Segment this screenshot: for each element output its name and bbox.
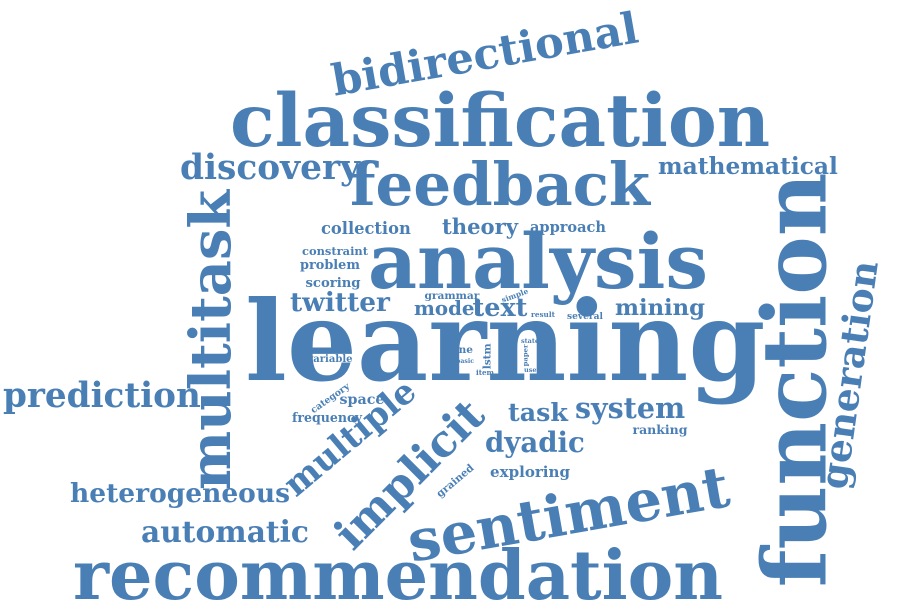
- word-space: space: [339, 392, 385, 408]
- word-variable: variable: [307, 354, 353, 365]
- word-classification: classification: [230, 77, 771, 164]
- word-ranking: ranking: [632, 421, 688, 437]
- word-result: result: [531, 309, 555, 319]
- word-discovery: discovery: [180, 148, 360, 188]
- word-basic: basic: [456, 358, 474, 365]
- word-theory: theory: [442, 213, 518, 239]
- word-several: several: [567, 310, 603, 322]
- word-grammar: grammar: [424, 288, 480, 302]
- word-feedback: feedback: [350, 149, 651, 220]
- word-analysis: analysis: [368, 217, 708, 306]
- word-learning: learning: [245, 277, 766, 406]
- word-constraint: constraint: [302, 243, 369, 258]
- word-model: model: [414, 296, 483, 320]
- word-task: task: [508, 396, 568, 427]
- word-state: state: [521, 336, 540, 345]
- word-system: system: [575, 390, 686, 425]
- word-frequency: frequency: [292, 409, 363, 425]
- word-scoring: scoring: [305, 275, 361, 291]
- word-collection: collection: [321, 219, 411, 238]
- word-lstm: lstm: [481, 342, 494, 369]
- word-multitask: multitask: [179, 189, 245, 490]
- word-exploring: exploring: [490, 462, 571, 481]
- word-text: text: [472, 292, 528, 323]
- word-recommendation: recommendation: [73, 536, 723, 613]
- word-mining: mining: [615, 294, 705, 321]
- word-heterogeneous: heterogeneous: [70, 478, 290, 509]
- word-item: item: [476, 367, 494, 377]
- word-fine: fine: [451, 343, 473, 356]
- word-approach: approach: [530, 218, 606, 236]
- word-twitter: twitter: [290, 287, 390, 318]
- word-mathematical: mathematical: [658, 152, 838, 180]
- word-automatic: automatic: [141, 514, 309, 549]
- word-paper: paper: [521, 343, 530, 366]
- word-user: user: [524, 365, 540, 374]
- word-prediction: prediction: [3, 376, 201, 416]
- word-problem: problem: [300, 257, 360, 273]
- word-dyadic: dyadic: [485, 426, 585, 459]
